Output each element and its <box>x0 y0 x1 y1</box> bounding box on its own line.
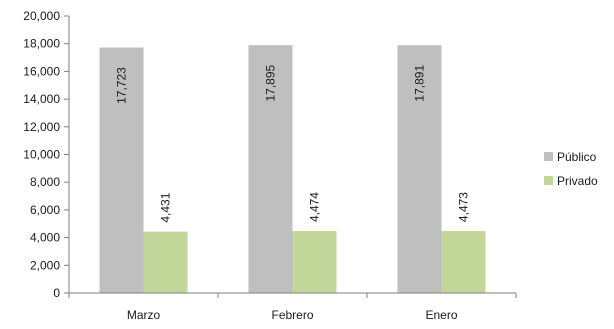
legend-label: Público <box>557 150 597 164</box>
legend-swatch <box>544 176 553 185</box>
y-tick-label: 2,000 <box>30 258 60 272</box>
x-tick-label: Enero <box>425 308 457 322</box>
bar-privado <box>441 231 486 293</box>
y-tick-label: 4,000 <box>30 231 60 245</box>
y-tick-label: 16,000 <box>23 64 60 78</box>
y-tick-label: 10,000 <box>23 148 60 162</box>
x-tick-label: Marzo <box>127 308 161 322</box>
legend-swatch <box>544 152 553 161</box>
y-tick-label: 12,000 <box>23 120 60 134</box>
data-label: 4,431 <box>159 192 173 222</box>
data-label: 4,473 <box>457 192 471 222</box>
bar-privado <box>143 231 188 293</box>
x-axis: Marzo Febrero Enero <box>68 292 517 322</box>
data-label: 17,723 <box>115 67 129 104</box>
bar-publico <box>248 45 293 293</box>
y-tick-label: 6,000 <box>30 203 60 217</box>
y-tick-label: 8,000 <box>30 175 60 189</box>
bar-privado <box>292 231 337 293</box>
y-tick-label: 18,000 <box>23 37 60 51</box>
y-tick-label: 0 <box>53 286 60 300</box>
bar-publico <box>397 45 442 293</box>
bars: 17,723 4,431 17,895 4,474 17,891 4,473 <box>99 45 486 293</box>
legend: Público Privado <box>544 150 598 188</box>
data-label: 17,895 <box>264 64 278 101</box>
bar-publico <box>99 47 144 293</box>
data-label: 17,891 <box>413 65 427 102</box>
y-axis: 0 2,000 4,000 6,000 8,000 10,000 12,000 14,000 1… <box>23 9 70 300</box>
x-tick-label: Febrero <box>271 308 313 322</box>
legend-label: Privado <box>557 174 598 188</box>
data-label: 4,474 <box>308 192 322 222</box>
y-tick-label: 20,000 <box>23 9 60 23</box>
y-tick-label: 14,000 <box>23 92 60 106</box>
